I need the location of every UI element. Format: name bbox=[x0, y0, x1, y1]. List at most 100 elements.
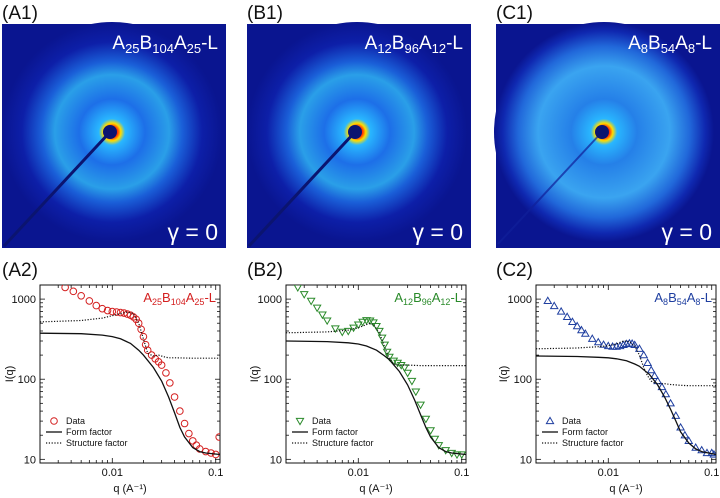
data-point bbox=[299, 291, 309, 299]
data-point bbox=[384, 353, 394, 362]
data-point bbox=[322, 317, 332, 326]
sample-label-part: 96 bbox=[422, 297, 432, 307]
beamstop-streak bbox=[2, 130, 112, 248]
y-tick-label: 1000 bbox=[258, 294, 282, 306]
sample-label-part: A bbox=[143, 290, 152, 305]
y-tick-label: 10 bbox=[520, 454, 532, 466]
data-point bbox=[650, 371, 660, 380]
data-point bbox=[653, 376, 663, 385]
data-point bbox=[123, 310, 132, 318]
data-point bbox=[176, 407, 184, 415]
plot-frame bbox=[39, 284, 221, 464]
data-point bbox=[330, 325, 340, 334]
beamstop bbox=[595, 125, 609, 139]
data-point bbox=[85, 297, 94, 305]
data-point bbox=[618, 340, 628, 349]
legend-label: Structure factor bbox=[66, 438, 128, 448]
data-point bbox=[372, 323, 381, 331]
data-point bbox=[108, 307, 117, 316]
form-factor-line bbox=[40, 332, 220, 456]
plot-sample-label: A8B54A8-L bbox=[654, 290, 712, 307]
data-point bbox=[382, 348, 392, 357]
data-point bbox=[580, 329, 590, 337]
sample-label-part: B bbox=[668, 290, 677, 305]
sample-label-part: A bbox=[186, 290, 195, 305]
beamstop bbox=[348, 125, 362, 139]
data-point bbox=[377, 334, 387, 343]
x-tick-label: 0.01 bbox=[598, 467, 619, 479]
gamma-label-c1: γ = 0 bbox=[661, 219, 712, 245]
data-point bbox=[353, 321, 363, 330]
legend-label: Data bbox=[562, 416, 581, 426]
x-tick-label: 0.1 bbox=[208, 467, 223, 479]
legend-label: Form factor bbox=[66, 427, 112, 437]
form-factor-line bbox=[286, 340, 466, 456]
data-point bbox=[162, 369, 170, 377]
data-point bbox=[139, 332, 148, 341]
x-tick-label: 0.01 bbox=[348, 467, 369, 479]
beamstop-streak bbox=[247, 130, 357, 248]
data-point bbox=[374, 327, 384, 336]
y-tick-label: 10 bbox=[24, 454, 36, 466]
data-point bbox=[77, 291, 85, 300]
plot-frame bbox=[285, 284, 467, 464]
sample-label-part: 54 bbox=[677, 297, 687, 307]
sample-label-part: A bbox=[654, 290, 663, 305]
data-point bbox=[147, 351, 156, 359]
data-point bbox=[92, 301, 101, 310]
data-point bbox=[61, 285, 69, 292]
y-tick-label: 100 bbox=[18, 374, 36, 386]
data-point bbox=[549, 301, 559, 310]
plot-area bbox=[40, 285, 220, 459]
sample-label-part: B bbox=[162, 290, 171, 305]
data-point bbox=[646, 365, 656, 374]
data-point bbox=[69, 287, 78, 296]
data-point bbox=[343, 327, 353, 336]
data-point bbox=[615, 341, 625, 350]
legend-label: Form factor bbox=[562, 427, 608, 437]
data-point bbox=[426, 427, 436, 435]
panel-b1: (B1) A12B96A12-L γ = 0 bbox=[247, 3, 471, 248]
legend-marker bbox=[545, 416, 555, 425]
y-tick-label: 100 bbox=[514, 374, 532, 386]
panel-label: (A2) bbox=[2, 260, 38, 281]
data-point bbox=[166, 379, 174, 387]
legend-label: Data bbox=[66, 416, 85, 426]
legend-marker bbox=[50, 417, 58, 425]
y-axis-title: I(q) bbox=[249, 366, 261, 383]
x-axis-title: q (A⁻¹) bbox=[113, 483, 146, 495]
data-point bbox=[393, 359, 403, 368]
sample-label-part: 25 bbox=[194, 297, 204, 307]
x-tick-label: 0.1 bbox=[454, 467, 469, 479]
x-axis-title: q (A⁻¹) bbox=[609, 483, 642, 495]
structure-factor-line bbox=[40, 311, 220, 359]
data-point bbox=[661, 389, 671, 398]
plot-sample-label: A12B96A12-L bbox=[394, 290, 462, 307]
sample-label-part: 12 bbox=[403, 297, 413, 307]
y-axis-title: I(q) bbox=[4, 366, 16, 383]
data-point bbox=[389, 357, 399, 366]
data-point bbox=[365, 317, 375, 326]
panel-label: (B2) bbox=[247, 260, 283, 281]
data-point bbox=[639, 350, 649, 359]
plot-sample-label: A25B104A25-L bbox=[143, 290, 216, 307]
panel-label-b1: (B1) bbox=[247, 3, 283, 24]
sample-label-c1: A8B54A8-L bbox=[628, 33, 712, 56]
sample-label-part: A bbox=[394, 290, 403, 305]
legend-label: Structure factor bbox=[562, 438, 624, 448]
data-point bbox=[562, 312, 572, 320]
data-point bbox=[143, 346, 152, 355]
sample-label-part: B bbox=[413, 290, 422, 305]
data-point bbox=[185, 429, 193, 438]
sample-label-part: 104 bbox=[171, 297, 186, 307]
data-point bbox=[599, 340, 609, 348]
panel-a1: (A1) A25B104A25-L γ = 0 bbox=[2, 3, 226, 248]
data-point bbox=[103, 306, 112, 315]
